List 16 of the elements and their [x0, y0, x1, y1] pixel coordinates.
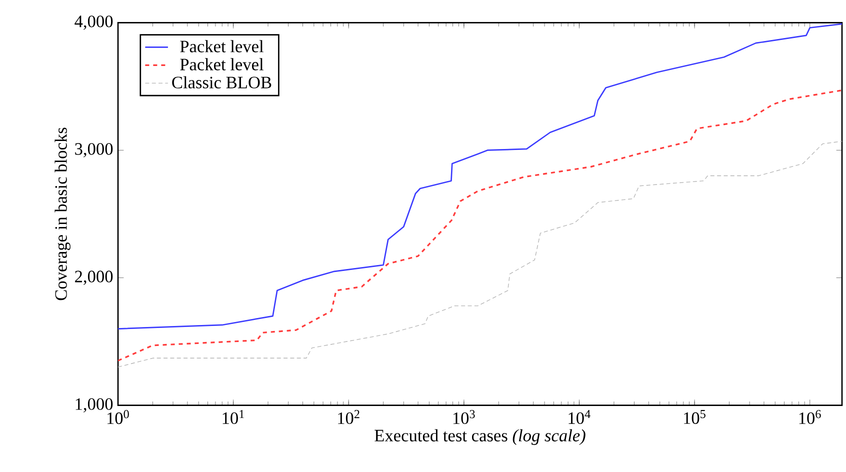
y-axis-title: Coverage in basic blocks — [54, 128, 70, 300]
legend-label: Classic BLOB — [172, 76, 272, 88]
legend-label: Packet level — [180, 58, 264, 70]
y-tick-label: 3,000 — [75, 143, 113, 158]
x-tick-label: 10$^{3}$ — [453, 410, 475, 424]
x-tick-label: 10$^{5}$ — [684, 410, 706, 424]
x-axis-title: Executed test cases (log scale) — [374, 429, 586, 445]
y-tick-label: 1,000 — [76, 398, 113, 412]
x-tick-label: 10$^{4}$ — [568, 410, 590, 424]
y-tick-label: 2,000 — [75, 270, 113, 285]
x-tick-label: 10$^{1}$ — [222, 410, 244, 424]
x-tick-label: 10$^{2}$ — [338, 410, 360, 424]
legend-label: Packet level — [180, 40, 264, 52]
x-tick-label: 10$^{0}$ — [107, 410, 129, 424]
y-tick-label: 4,000 — [74, 16, 113, 30]
x-tick-label: 10$^{6}$ — [799, 410, 821, 424]
